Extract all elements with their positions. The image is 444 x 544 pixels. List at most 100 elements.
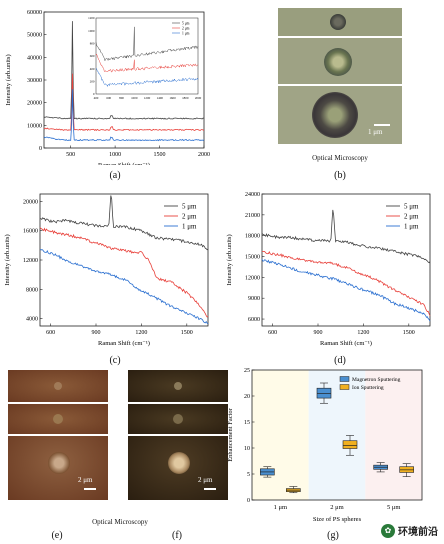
y-tick-label: 0 — [247, 498, 250, 504]
inset-series-2-line — [95, 67, 199, 88]
series-2-line — [39, 249, 209, 325]
micro-e-row1 — [8, 370, 108, 402]
y-axis-label: Intensity (arb.units) — [5, 54, 12, 105]
inset-x-tick-label: 800 — [119, 96, 124, 100]
y-tick-label: 15 — [244, 420, 250, 426]
x-tick-label: 2000 — [198, 152, 210, 158]
inset-legend-label: 2 μm — [182, 26, 190, 30]
series-1-line — [43, 73, 205, 132]
y-tick-label: 25 — [244, 368, 250, 374]
inset-y-tick-label: 800 — [90, 42, 95, 46]
y-tick-label: 15000 — [245, 255, 260, 261]
watermark: ✿ 环境前沿 — [381, 523, 438, 538]
divider — [278, 36, 402, 38]
y-tick-label: 10 — [244, 446, 250, 452]
divider — [278, 84, 402, 86]
y-tick-label: 9000 — [248, 296, 260, 302]
y-tick-label: 20 — [244, 394, 250, 400]
y-tick-label: 21000 — [245, 213, 260, 219]
scale-bar-e — [84, 488, 96, 490]
x-tick-label: 600 — [268, 330, 277, 336]
inset-x-tick-label: 1200 — [144, 96, 151, 100]
legend-label: 5 μm — [182, 203, 197, 211]
microscope-image-b: 1 μm — [278, 8, 402, 144]
caption-b: Optical Microscopy — [312, 154, 368, 162]
micro-b-row3: 1 μm — [278, 86, 402, 144]
inset-y-tick-label: 0 — [93, 92, 95, 96]
y-tick-label: 10000 — [27, 123, 42, 129]
scale-label-f: 2 μm — [198, 476, 213, 484]
series-1-line — [39, 227, 209, 318]
x-tick-label: 1200 — [357, 330, 369, 336]
caption-ef: Optical Microscopy — [92, 518, 148, 526]
y-tick-label: 30000 — [27, 78, 42, 84]
inset-series-0-line — [95, 26, 199, 62]
y-axis-label: Intensity (arb.units) — [226, 234, 233, 285]
inset-series-1-line — [95, 53, 199, 73]
inset-y-tick-label: 1200 — [88, 16, 95, 20]
y-tick-label: 40000 — [27, 55, 42, 61]
inset-x-tick-label: 2000 — [195, 96, 202, 100]
legend-label: Ion Sputtering — [352, 385, 384, 391]
inset-x-tick-label: 600 — [106, 96, 111, 100]
micro-f-row1 — [128, 370, 228, 402]
y-tick-label: 60000 — [27, 10, 42, 16]
sphere-f-1 — [174, 382, 182, 390]
x-tick-label: 2 μm — [330, 504, 343, 511]
divider — [8, 434, 108, 436]
inset-x-tick-label: 1600 — [169, 96, 176, 100]
x-tick-label: 1500 — [154, 152, 166, 158]
y-axis-label: Intensity (arb.units) — [4, 234, 11, 285]
inset-x-tick-label: 1000 — [131, 96, 138, 100]
y-tick-label: 12000 — [245, 275, 260, 281]
legend-label: Magnetron Sputtering — [352, 377, 401, 383]
chart-g: 1 μm 2 μm 5 μm 0 5 10 15 20 25 Size of PS spheres… — [227, 368, 423, 523]
scale-label-b: 1 μm — [368, 128, 383, 136]
sphere-5um — [312, 92, 358, 138]
x-tick-label: 1500 — [403, 330, 415, 336]
inset-y-tick-label: 200 — [90, 80, 95, 84]
micro-f-row2 — [128, 404, 228, 434]
sphere-2um — [324, 48, 352, 76]
scale-label-e: 2 μm — [78, 476, 93, 484]
x-tick-label: 1200 — [135, 330, 147, 336]
y-tick-label: 20000 — [23, 199, 38, 205]
legend-label: 2 μm — [182, 213, 197, 221]
x-tick-label: 500 — [66, 152, 75, 158]
x-tick-label: 1 μm — [274, 504, 287, 511]
inset-y-tick-label: 1000 — [88, 29, 95, 33]
micro-b-row1 — [278, 8, 402, 36]
x-axis-label: Raman Shift (cm⁻¹) — [98, 340, 150, 347]
y-tick-label: 16000 — [23, 229, 38, 235]
wechat-icon: ✿ — [381, 523, 395, 538]
sphere-f-2 — [173, 414, 183, 424]
chart-a: 500 1000 1500 20000100002000030000400005000… — [5, 10, 210, 165]
panel-label-c: (c) — [109, 355, 121, 366]
micro-e-row3: 2 μm — [8, 436, 108, 500]
inset-y-tick-label: 400 — [90, 67, 95, 71]
panel-label-f: (f) — [172, 530, 182, 541]
y-tick-label: 18000 — [245, 234, 260, 240]
inset-x-tick-label: 400 — [94, 96, 99, 100]
microscope-image-e: 2 μm — [8, 370, 108, 500]
divider — [128, 434, 228, 436]
inset-x-tick-label: 1800 — [182, 96, 189, 100]
x-axis-label: Raman Shift (cm⁻¹) — [98, 162, 150, 165]
y-tick-label: 0 — [39, 146, 42, 152]
scale-bar-b — [374, 124, 390, 126]
legend-label: 1 μm — [404, 223, 419, 231]
panel-label-g: (g) — [327, 530, 339, 541]
divider — [128, 402, 228, 404]
series-0-line — [39, 195, 209, 251]
x-tick-label: 600 — [46, 330, 55, 336]
y-tick-label: 20000 — [27, 101, 42, 107]
category-band — [365, 370, 422, 500]
divider — [8, 402, 108, 404]
panel-label-b: (b) — [334, 170, 346, 181]
inset-y-tick-label: 600 — [90, 54, 95, 58]
x-axis-label: Raman Shift (cm⁻¹) — [320, 340, 372, 347]
inset-x-tick-label: 1400 — [157, 96, 164, 100]
series-0-line — [261, 209, 431, 264]
micro-b-row2 — [278, 38, 402, 84]
micro-f-row3: 2 μm — [128, 436, 228, 500]
